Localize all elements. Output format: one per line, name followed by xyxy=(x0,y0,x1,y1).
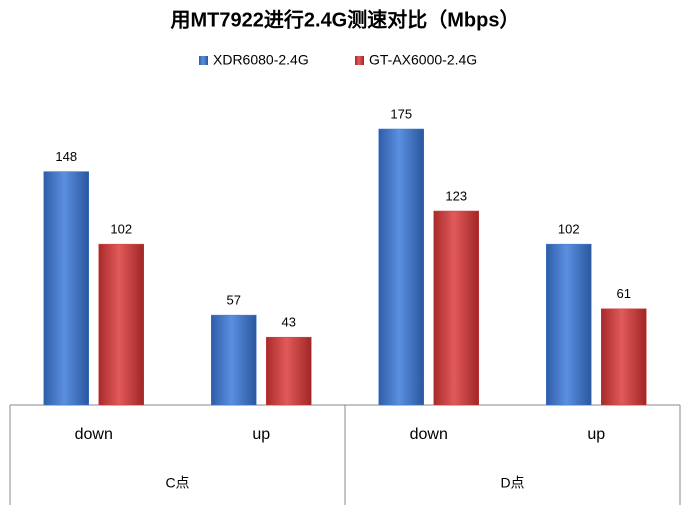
data-label: 57 xyxy=(227,293,241,308)
bar xyxy=(98,243,144,406)
group-label: C点 xyxy=(165,475,189,491)
data-label: 102 xyxy=(558,222,580,237)
bar xyxy=(601,308,647,406)
bar xyxy=(266,336,312,406)
bar xyxy=(43,171,89,406)
legend-swatch xyxy=(355,56,364,65)
bar xyxy=(378,128,424,406)
group-label: D点 xyxy=(500,475,524,491)
data-label: 43 xyxy=(282,315,296,330)
data-label: 175 xyxy=(390,106,412,121)
bar xyxy=(211,314,257,406)
x-tick-label: up xyxy=(252,426,270,443)
data-label: 102 xyxy=(110,222,132,237)
chart-title: 用MT7922进行2.4G测速对比（Mbps） xyxy=(171,7,520,31)
data-label: 148 xyxy=(55,149,77,164)
legend-label: XDR6080-2.4G xyxy=(213,52,309,68)
x-tick-label: down xyxy=(410,426,448,443)
bar xyxy=(433,210,479,406)
data-label: 123 xyxy=(445,188,467,203)
bar xyxy=(546,243,592,406)
data-label: 61 xyxy=(617,286,631,301)
legend-swatch xyxy=(199,56,208,65)
x-tick-label: up xyxy=(587,426,605,443)
legend-label: GT-AX6000-2.4G xyxy=(369,52,477,68)
x-tick-label: down xyxy=(75,426,113,443)
